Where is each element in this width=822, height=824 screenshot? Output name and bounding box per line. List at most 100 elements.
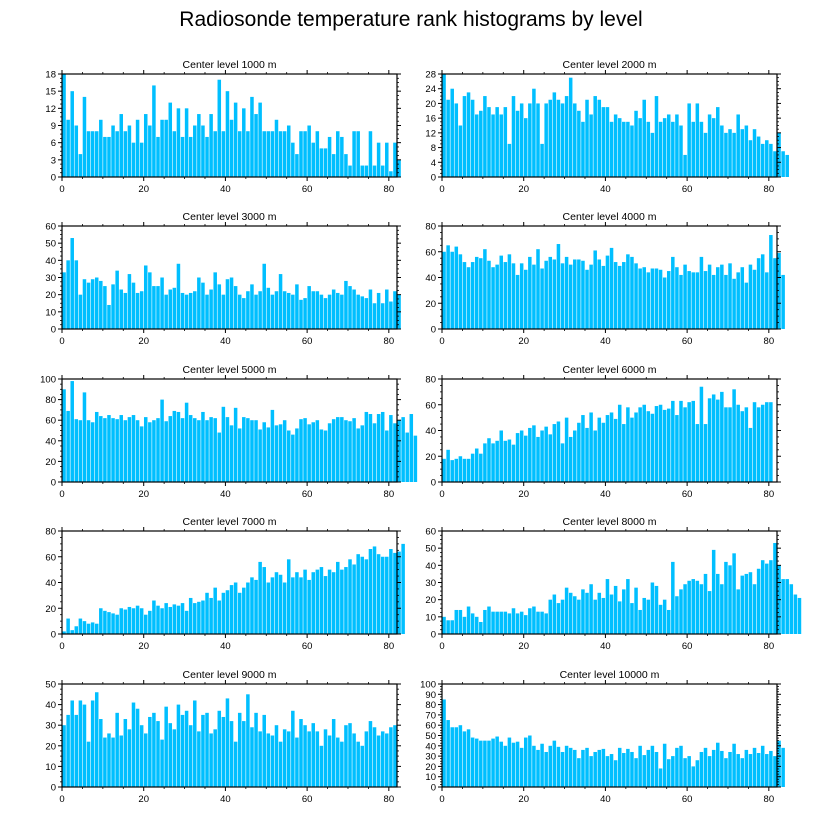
histogram-bar: [393, 291, 397, 329]
histogram-bar: [519, 103, 524, 177]
panel-title: Center level 5000 m: [183, 364, 277, 376]
histogram-bar: [164, 603, 168, 634]
histogram-bar: [62, 389, 66, 482]
histogram-bar: [99, 608, 103, 634]
histogram-bar: [662, 599, 667, 634]
y-tick-label: 60: [45, 416, 56, 427]
histogram-bar: [691, 400, 695, 482]
histogram-bar: [262, 567, 266, 634]
histogram-bar: [103, 737, 107, 787]
histogram-bar: [716, 267, 720, 329]
histogram-bar: [442, 699, 446, 787]
histogram-bar: [446, 449, 450, 482]
histogram-bar: [454, 727, 459, 787]
x-tick-label: 80: [764, 336, 775, 347]
histogram-bar: [540, 143, 544, 177]
histogram-bar: [605, 107, 610, 177]
histogram-bar: [331, 572, 336, 634]
histogram-bar: [168, 416, 173, 482]
histogram-bar: [90, 279, 95, 329]
histogram-bar: [732, 743, 736, 787]
histogram-bar: [617, 747, 622, 787]
histogram-bar: [274, 119, 279, 177]
histogram-bar: [107, 304, 111, 329]
y-tick-label: 80: [45, 395, 56, 406]
histogram-bar: [286, 292, 291, 329]
y-tick-label: 10: [425, 772, 436, 783]
x-tick-label: 20: [518, 641, 529, 652]
histogram-bar: [172, 131, 177, 177]
histogram-bar: [544, 751, 548, 787]
histogram-bar: [380, 165, 385, 177]
histogram-bar: [99, 280, 103, 329]
histogram-bar: [728, 407, 732, 482]
histogram-bar: [597, 417, 602, 483]
histogram-bar: [450, 251, 454, 329]
histogram-bar: [152, 420, 156, 482]
histogram-bar: [217, 432, 222, 482]
histogram-bar: [188, 725, 193, 787]
histogram-bar: [474, 256, 479, 329]
histogram-bar: [282, 420, 287, 482]
histogram-bar: [385, 289, 389, 329]
histogram-bar: [254, 420, 258, 482]
histogram-bar: [630, 603, 634, 634]
histogram-bar: [597, 592, 602, 634]
histogram-bar: [577, 259, 581, 329]
histogram-bar: [311, 422, 315, 482]
histogram-bar: [507, 613, 512, 634]
histogram-bar: [671, 756, 675, 787]
histogram-bar: [197, 601, 201, 634]
histogram-bar: [184, 108, 189, 177]
histogram-bar: [172, 604, 177, 634]
histogram-bar: [589, 412, 593, 482]
histogram-bar: [111, 418, 115, 482]
histogram-bar: [634, 110, 638, 177]
histogram-bar: [368, 289, 373, 329]
histogram-bar: [209, 289, 213, 329]
histogram-bar: [752, 129, 757, 177]
x-tick-label: 80: [384, 184, 395, 195]
histogram-bar: [769, 235, 773, 329]
panel-title: Center level 9000 m: [183, 669, 277, 681]
y-tick-label: 0: [51, 173, 56, 184]
chart-panel-8: Center level 8000 m 0 10 20 30 40 50 60 0 20 40 60 8…: [425, 516, 802, 652]
histogram-bar: [507, 737, 512, 787]
histogram-bar: [274, 425, 279, 482]
histogram-bar: [585, 592, 589, 634]
histogram-bar: [613, 760, 618, 787]
histogram-bar: [548, 745, 553, 787]
histogram-bar: [70, 381, 74, 482]
histogram-bar: [756, 568, 761, 634]
x-tick-label: 80: [384, 794, 395, 805]
histogram-bar: [397, 420, 401, 482]
histogram-bar: [205, 136, 209, 177]
histogram-bar: [135, 420, 140, 482]
histogram-bar: [536, 749, 540, 787]
histogram-bar: [642, 597, 646, 634]
histogram-bar: [62, 272, 66, 329]
histogram-bar: [164, 294, 168, 329]
histogram-bar: [180, 292, 185, 329]
histogram-bar: [773, 258, 777, 329]
y-tick-label: 40: [425, 741, 436, 752]
y-tick-label: 0: [431, 783, 436, 794]
histogram-bar: [295, 737, 299, 787]
histogram-bar: [483, 96, 487, 177]
histogram-bar: [695, 424, 700, 482]
histogram-bar: [188, 597, 193, 634]
histogram-bar: [193, 291, 197, 329]
histogram-bar: [115, 712, 119, 787]
histogram-bar: [111, 284, 115, 329]
y-tick-label: 20: [425, 299, 436, 310]
histogram-bar: [462, 262, 467, 329]
histogram-bar: [213, 418, 217, 482]
histogram-bar: [119, 114, 123, 177]
histogram-bar: [740, 411, 745, 482]
histogram-bar: [495, 611, 499, 634]
histogram-bar: [107, 733, 111, 787]
histogram-bar: [544, 426, 548, 482]
histogram-bar: [781, 274, 785, 329]
histogram-bar: [470, 453, 475, 482]
histogram-bar: [638, 268, 642, 329]
